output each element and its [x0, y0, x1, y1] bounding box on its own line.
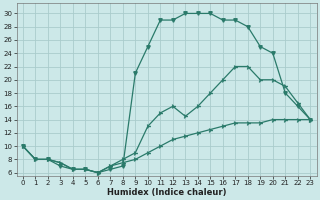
X-axis label: Humidex (Indice chaleur): Humidex (Indice chaleur) [107, 188, 226, 197]
